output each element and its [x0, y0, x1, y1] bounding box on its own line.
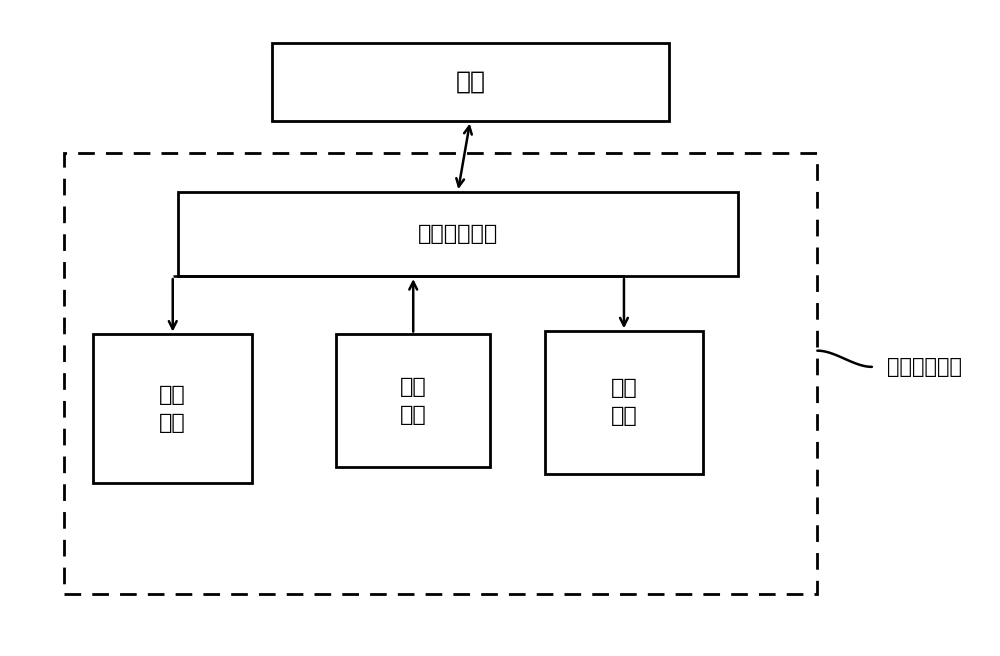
Text: 天线: 天线	[455, 70, 485, 94]
Text: 整流
电路: 整流 电路	[400, 377, 427, 425]
FancyBboxPatch shape	[545, 331, 703, 474]
FancyBboxPatch shape	[93, 335, 252, 483]
Text: 调制
电路: 调制 电路	[159, 385, 186, 433]
Text: 射频前端电路: 射频前端电路	[887, 357, 962, 377]
FancyBboxPatch shape	[178, 192, 738, 276]
FancyBboxPatch shape	[272, 43, 669, 121]
Text: 解调
电路: 解调 电路	[611, 379, 637, 426]
FancyBboxPatch shape	[336, 335, 490, 467]
Text: 阻抗匹配电路: 阻抗匹配电路	[418, 224, 498, 244]
FancyBboxPatch shape	[64, 153, 817, 594]
